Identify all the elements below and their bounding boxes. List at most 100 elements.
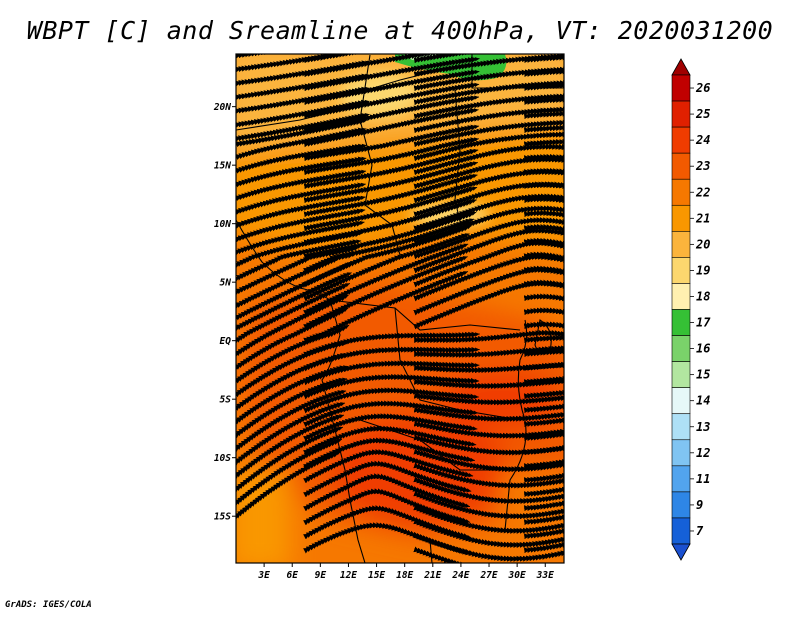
streamline-arrowhead <box>509 71 515 76</box>
streamline-arrowhead <box>463 243 469 248</box>
streamline-arrowhead <box>503 289 509 294</box>
streamline-arrowhead <box>344 340 350 345</box>
streamline-arrowhead <box>355 480 361 485</box>
streamline-arrowhead <box>543 462 549 467</box>
border-line-h <box>359 419 500 471</box>
streamline-arrowhead <box>357 441 362 446</box>
streamline-arrowhead <box>471 211 477 216</box>
streamline-arrowhead <box>510 383 516 388</box>
colorbar-segment <box>671 231 691 258</box>
streamline-arrowhead <box>508 136 514 141</box>
streamline <box>524 430 564 442</box>
streamline <box>524 444 564 456</box>
streamline-arrowhead <box>509 58 515 63</box>
lat-axis: 20N 15N 10N 5N EQ 5S 10S 15S <box>213 102 236 523</box>
streamline-arrowhead <box>348 262 354 266</box>
streamline-arrowhead <box>510 350 516 355</box>
streamline-arrowhead <box>505 223 510 228</box>
streamline-arrowhead <box>359 377 365 382</box>
streamline-arrowhead <box>543 322 549 327</box>
colorbar-segment <box>671 335 691 362</box>
streamline-arrowhead <box>472 186 478 191</box>
streamline <box>523 389 564 400</box>
streamline-arrowhead <box>510 333 515 339</box>
streamline-arrowhead <box>474 95 479 100</box>
streamline-arrowhead <box>361 169 366 174</box>
streamline-arrowhead <box>392 493 398 498</box>
streamline <box>302 522 473 555</box>
streamline-arrowhead <box>503 248 509 253</box>
lat-tick-label: 15N <box>214 161 231 172</box>
streamline-arrowhead <box>543 336 549 341</box>
streamline-arrowhead <box>464 233 470 238</box>
streamline-arrowhead <box>543 490 549 495</box>
streamline-arrowhead <box>396 427 401 432</box>
streamline-arrowhead <box>547 108 552 113</box>
colorbar-label: 12 <box>696 446 710 460</box>
streamline <box>523 403 564 414</box>
colorbar-label: 16 <box>696 342 710 356</box>
streamline-arrowhead <box>547 94 553 100</box>
streamline <box>524 458 564 470</box>
streamline-arrowhead <box>344 353 349 358</box>
streamline-arrowhead <box>508 124 514 129</box>
lon-tick-label: 33E <box>536 570 554 581</box>
streamline-arrowhead <box>547 121 552 126</box>
colorbar-label: 15 <box>696 368 710 382</box>
streamline <box>523 513 564 526</box>
streamline-arrowhead <box>546 144 551 149</box>
streamline-arrowhead <box>301 468 307 473</box>
border-line-d <box>471 54 564 89</box>
colorbar-segment <box>671 257 691 284</box>
streamline-arrowhead <box>543 504 549 509</box>
colorbar-segment <box>671 465 691 493</box>
rift-lakes <box>504 319 528 531</box>
streamline-arrowhead <box>343 365 348 370</box>
border-line-c <box>299 63 473 101</box>
streamline-arrowhead <box>355 495 361 500</box>
streamline-arrowhead <box>339 414 344 419</box>
lon-tick-label: 3E <box>257 570 270 581</box>
streamline-arrowhead <box>355 466 361 471</box>
lon-axis: 3E 6E 9E 12E 15E 18E 21E 24E 27E 30E 33E <box>257 563 554 581</box>
colorbar-label: 20 <box>695 237 710 251</box>
streamline-arrowhead <box>436 62 442 68</box>
streamline-arrowhead <box>394 452 399 457</box>
streamline-arrowhead <box>543 392 549 397</box>
streamline-arrowhead <box>474 82 480 88</box>
streamline-arrowhead <box>462 256 468 261</box>
streamline-arrowhead <box>543 378 549 383</box>
streamline-arrowhead <box>547 54 553 60</box>
lat-tick-label: 10N <box>214 219 231 230</box>
streamline-arrowhead <box>503 275 509 280</box>
streamline-arrowhead <box>507 160 513 165</box>
streamline-arrowhead <box>547 68 553 73</box>
streamline-arrowhead <box>471 199 477 204</box>
map-frame <box>235 53 565 564</box>
streamline-arrowhead <box>362 118 368 123</box>
streamline-arrowhead <box>543 406 549 411</box>
colorbar-segment <box>671 439 691 467</box>
lat-tick-label: 5S <box>220 395 232 406</box>
streamline-arrowhead <box>504 234 509 239</box>
streamline-arrowhead <box>432 553 438 558</box>
streamline-arrowhead <box>435 406 440 411</box>
lon-tick-label: 6E <box>287 570 299 581</box>
streamline-arrowhead <box>543 532 549 537</box>
colorbar-segment <box>671 178 691 206</box>
streamline-arrowhead <box>357 429 363 434</box>
streamline-arrowhead <box>543 434 549 439</box>
streamline-arrowhead <box>434 420 440 425</box>
streamline-arrowhead <box>541 241 547 246</box>
colorbar-segment <box>671 74 691 102</box>
colorbar-label: 19 <box>696 263 710 277</box>
lon-tick-label: 12E <box>340 570 357 581</box>
streamline-arrowhead <box>473 148 479 154</box>
streamline-arrowhead <box>474 394 479 399</box>
streamline-arrowhead <box>360 208 366 213</box>
streamline-arrowhead <box>543 546 549 551</box>
streamline-arrowhead <box>469 218 474 223</box>
lake-victoria <box>534 319 552 355</box>
streamline-arrowhead <box>397 401 402 407</box>
streamline-arrowhead <box>436 362 441 367</box>
